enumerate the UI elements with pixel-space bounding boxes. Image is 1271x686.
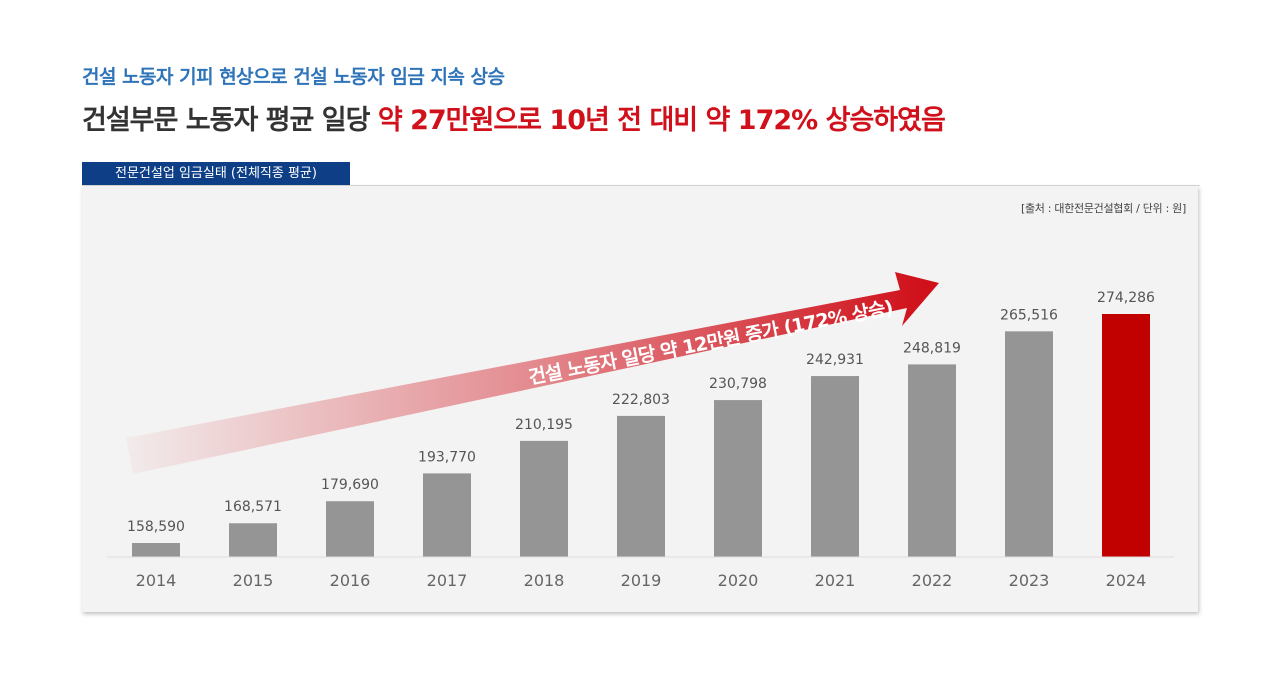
source-note: [출처 : 대한전문건설협회 / 단위 : 원] — [1020, 202, 1186, 215]
bar-2019 — [617, 415, 665, 557]
growth-annotation: 건설 노동자 일당 약 12만원 증가 (172% 상승) — [527, 297, 895, 389]
x-tick-label-2016: 2016 — [330, 571, 371, 590]
value-label-2024: 274,286 — [1097, 290, 1155, 306]
x-tick-label-2021: 2021 — [815, 571, 856, 590]
value-label-2020: 230,798 — [709, 376, 767, 392]
bar-2022 — [908, 364, 956, 557]
headline-highlight: 약 27만원으로 10년 전 대비 약 172% 상승하였음 — [377, 105, 946, 136]
bar-2017 — [423, 473, 471, 557]
value-label-2015: 168,571 — [224, 499, 282, 515]
x-tick-label-2022: 2022 — [912, 571, 953, 590]
x-tick-label-2017: 2017 — [427, 571, 468, 590]
value-label-2022: 248,819 — [903, 340, 961, 356]
bar-2016 — [326, 501, 374, 557]
x-tick-label-2015: 2015 — [233, 571, 274, 590]
bar-chart: 건설 노동자 일당 약 12만원 증가 (172% 상승) 158,590 201… — [107, 272, 1174, 590]
x-tick-label-2018: 2018 — [524, 571, 565, 590]
bar-2015 — [229, 523, 277, 557]
x-tick-label-2014: 2014 — [136, 571, 177, 590]
value-label-2021: 242,931 — [806, 352, 864, 368]
value-label-2018: 210,195 — [515, 417, 573, 433]
value-label-2017: 193,770 — [418, 449, 476, 465]
bar-2024 — [1102, 314, 1150, 557]
value-label-2014: 158,590 — [127, 519, 185, 535]
growth-arrow — [126, 272, 939, 474]
bar-2020 — [714, 400, 762, 557]
subtitle: 건설 노동자 기피 현상으로 건설 노동자 임금 지속 상승 — [82, 66, 505, 88]
value-label-2019: 222,803 — [612, 392, 670, 408]
tab-divider — [82, 185, 1200, 186]
headline-prefix: 건설부문 노동자 평균 일당 — [82, 105, 378, 136]
value-label-2016: 179,690 — [321, 477, 379, 493]
x-tick-label-2023: 2023 — [1009, 571, 1050, 590]
bar-2021 — [811, 376, 859, 557]
x-tick-label-2019: 2019 — [621, 571, 662, 590]
headline: 건설부문 노동자 평균 일당 약 27만원으로 10년 전 대비 약 172% … — [82, 98, 946, 137]
x-tick-label-2020: 2020 — [718, 571, 759, 590]
bar-2023 — [1005, 331, 1053, 557]
bar-2018 — [520, 440, 568, 557]
chart-tab-label: 전문건설업 임금실태 (전체직종 평균) — [82, 162, 350, 186]
bar-2014 — [132, 543, 180, 557]
x-tick-label-2024: 2024 — [1106, 571, 1147, 590]
value-label-2023: 265,516 — [1000, 307, 1058, 323]
chart-panel: [출처 : 대한전문건설협회 / 단위 : 원] 건설 노동자 일당 약 12만… — [82, 186, 1198, 612]
